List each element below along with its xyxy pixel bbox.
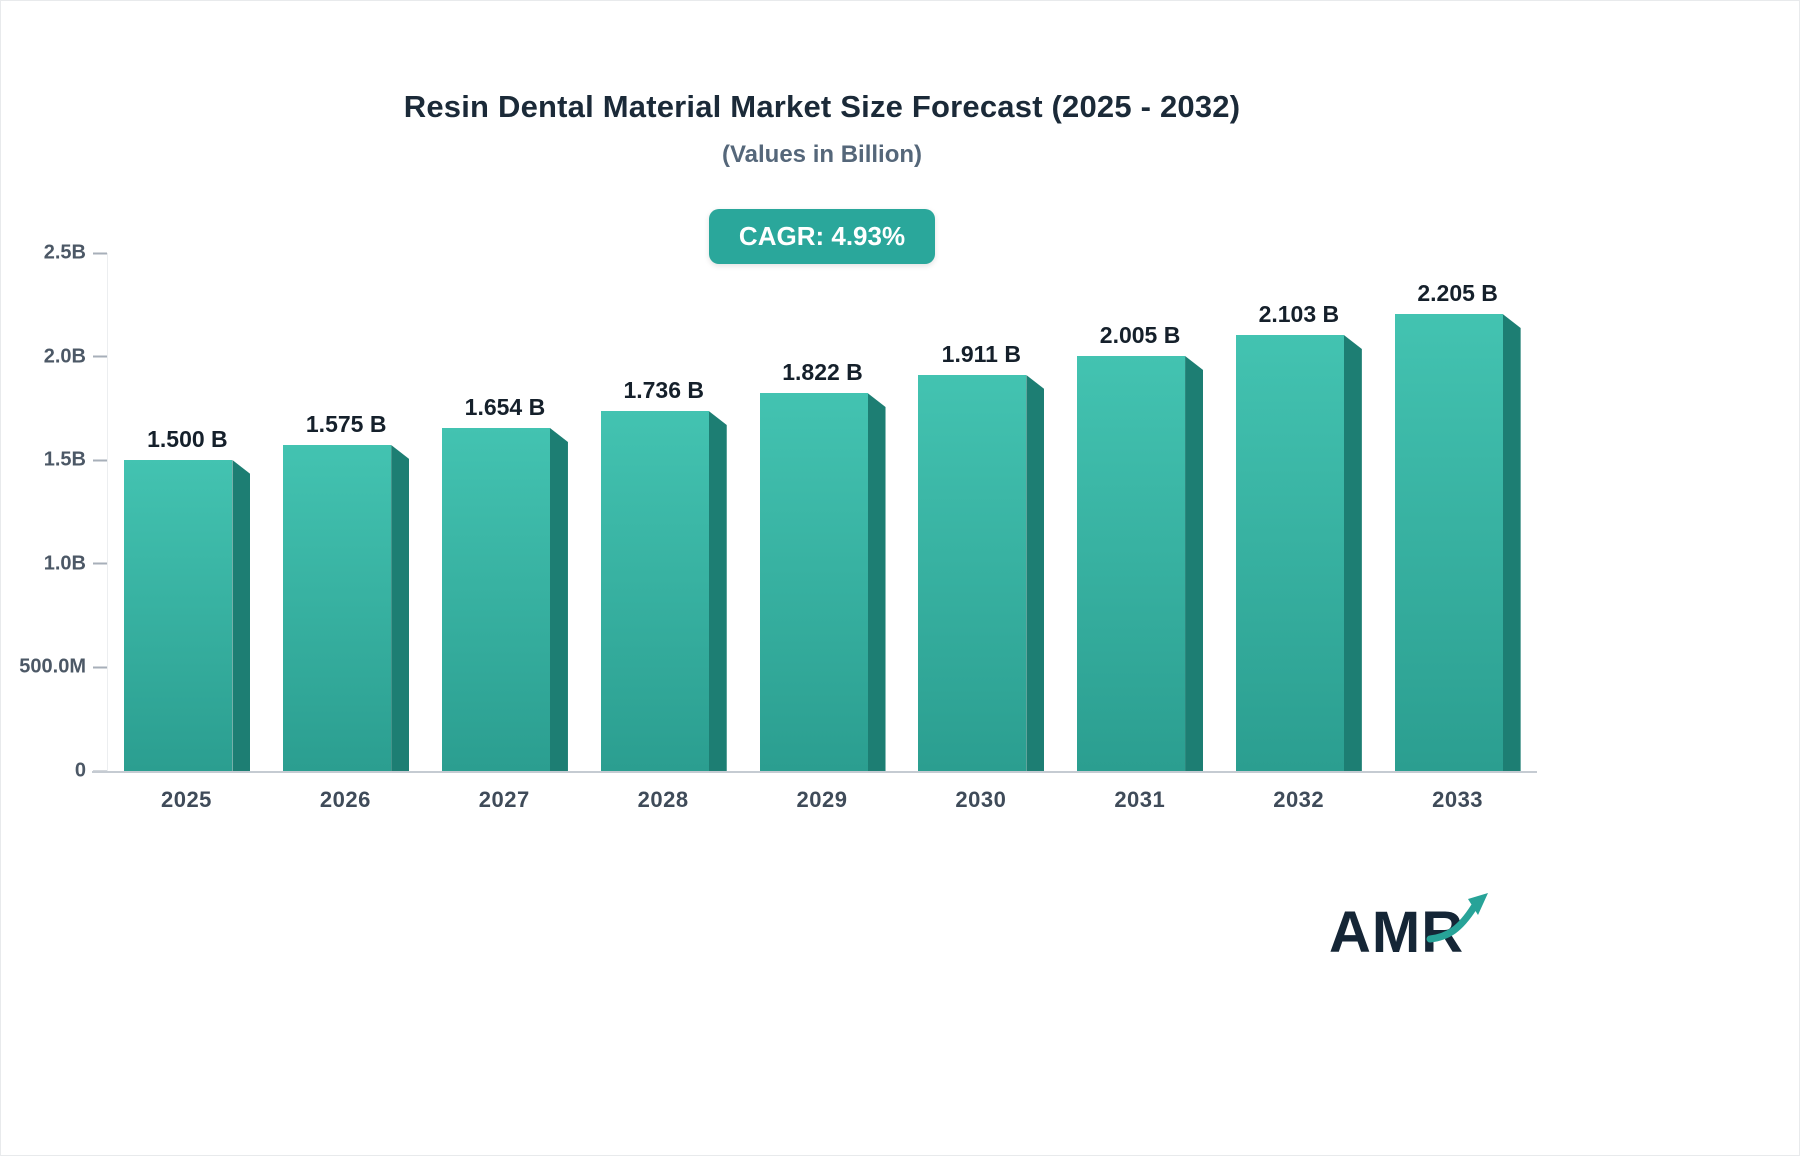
y-tick-label: 500.0M xyxy=(19,655,86,678)
bar-2030[interactable]: 1.911 B xyxy=(918,341,1045,771)
x-axis-label-2028: 2028 xyxy=(637,787,689,812)
y-tick-mark xyxy=(93,666,107,669)
bar-front-face xyxy=(759,393,868,771)
bar-group-2028: 1.736 B xyxy=(584,253,743,771)
bar-2027[interactable]: 1.654 B xyxy=(441,394,568,771)
y-tick-mark xyxy=(93,562,107,565)
bar-front-face xyxy=(918,375,1027,771)
bar-side-face xyxy=(549,428,568,771)
x-axis-line xyxy=(92,771,1537,773)
growth-arrow-icon xyxy=(1426,893,1489,943)
chart-header: Resin Dental Material Market Size Foreca… xyxy=(107,89,1537,264)
y-tick-2.0B: 2.0B xyxy=(44,345,107,368)
bar-value-label-2027: 1.654 B xyxy=(464,394,546,420)
y-tick-label: 2.5B xyxy=(43,241,86,264)
y-tick-mark xyxy=(93,355,107,358)
y-tick-mark xyxy=(93,252,107,254)
bar-side-face xyxy=(1343,335,1362,771)
plot-area: 1.500 B 1.575 B 1.654 B 1.736 B 1.822 B 1.911… xyxy=(92,253,1537,773)
y-tick-1.5B: 1.5B xyxy=(44,449,107,472)
bar-front-face xyxy=(1235,335,1344,771)
bar-front-face xyxy=(600,411,709,771)
y-tick-label: 1.0B xyxy=(43,552,86,575)
bar-2031[interactable]: 2.005 B xyxy=(1077,322,1204,771)
bar-value-label-2028: 1.736 B xyxy=(623,377,705,403)
bar-side-face xyxy=(708,411,727,771)
chart-content: Resin Dental Material Market Size Foreca… xyxy=(17,89,1537,813)
bar-2032[interactable]: 2.103 B xyxy=(1235,301,1362,771)
y-tick-label: 0 xyxy=(74,759,86,782)
chart-title: Resin Dental Material Market Size Foreca… xyxy=(403,89,1241,124)
y-axis: 2.5B 2.0B 1.5B 1.0B 500.0M 0 xyxy=(17,242,107,782)
bar-front-face xyxy=(283,445,392,771)
y-tick-label: 1.5B xyxy=(43,448,86,471)
bar-side-face xyxy=(391,445,410,771)
bar-value-label-2025: 1.500 B xyxy=(147,426,228,452)
bar-side-face xyxy=(232,460,251,771)
bar-side-face xyxy=(867,393,886,771)
y-tick-500.0M: 500.0M xyxy=(19,656,107,679)
bar-value-label-2026: 1.575 B xyxy=(305,411,387,437)
bar-group-2032: 2.103 B xyxy=(1219,253,1378,771)
bar-front-face xyxy=(1394,314,1503,771)
bar-group-2033: 2.205 B xyxy=(1378,253,1537,771)
bar-side-face xyxy=(1185,356,1204,771)
bar-value-label-2031: 2.005 B xyxy=(1099,322,1181,348)
x-axis-label-2027: 2027 xyxy=(478,787,530,812)
cagr-badge-label: CAGR: 4.93% xyxy=(738,221,906,251)
bar-front-face xyxy=(441,428,550,771)
bar-value-label-2029: 1.822 B xyxy=(782,359,863,385)
bar-group-2029: 1.822 B xyxy=(743,253,902,771)
cagr-badge-row: CAGR: 4.93% xyxy=(107,209,1537,264)
bar-side-face xyxy=(1026,375,1045,771)
x-axis-label-2029: 2029 xyxy=(796,787,848,812)
y-tick-1.0B: 1.0B xyxy=(44,552,107,575)
bar-group-2030: 1.911 B xyxy=(902,253,1061,771)
bar-2029[interactable]: 1.822 B xyxy=(759,359,886,771)
bar-2025[interactable]: 1.500 B xyxy=(124,426,251,771)
bar-value-label-2030: 1.911 B xyxy=(941,341,1021,367)
bar-group-2031: 2.005 B xyxy=(1061,253,1220,771)
x-axis-label-2030: 2030 xyxy=(955,787,1007,812)
x-axis-label-2025: 2025 xyxy=(160,787,212,812)
amr-logo-text: AMR xyxy=(1329,900,1465,965)
bar-value-label-2032: 2.103 B xyxy=(1258,301,1340,327)
bar-front-face xyxy=(124,460,233,771)
bar-value-label-2033: 2.205 B xyxy=(1417,280,1498,306)
bar-group-2027: 1.654 B xyxy=(426,253,585,771)
y-tick-2.5B: 2.5B xyxy=(44,242,107,265)
y-tick-label: 2.0B xyxy=(43,345,86,368)
bar-2033[interactable]: 2.205 B xyxy=(1394,280,1521,771)
x-axis-label-2031: 2031 xyxy=(1114,787,1166,812)
cagr-badge: CAGR: 4.93% xyxy=(708,209,936,264)
bar-group-2026: 1.575 B xyxy=(267,253,426,771)
x-axis: 2025 2026 2027 2028 2029 2030 2031 2032 2033 xyxy=(107,787,1537,813)
bar-front-face xyxy=(1077,356,1186,771)
x-axis-label-2032: 2032 xyxy=(1273,787,1325,812)
bar-2028[interactable]: 1.736 B xyxy=(600,377,727,771)
chart-subtitle: (Values in Billion) xyxy=(721,141,923,168)
y-tick-mark xyxy=(93,459,107,462)
x-axis-label-2033: 2033 xyxy=(1432,787,1484,812)
bar-side-face xyxy=(1502,314,1521,771)
amr-logo: AMR xyxy=(1329,893,1489,966)
bar-chart: 2.5B 2.0B 1.5B 1.0B 500.0M 0 1.500 B 1.575 B 1.… xyxy=(19,242,1537,782)
x-axis-label-2026: 2026 xyxy=(319,787,371,812)
bar-group-2025: 1.500 B xyxy=(108,253,267,771)
bar-2026[interactable]: 1.575 B xyxy=(283,411,410,771)
